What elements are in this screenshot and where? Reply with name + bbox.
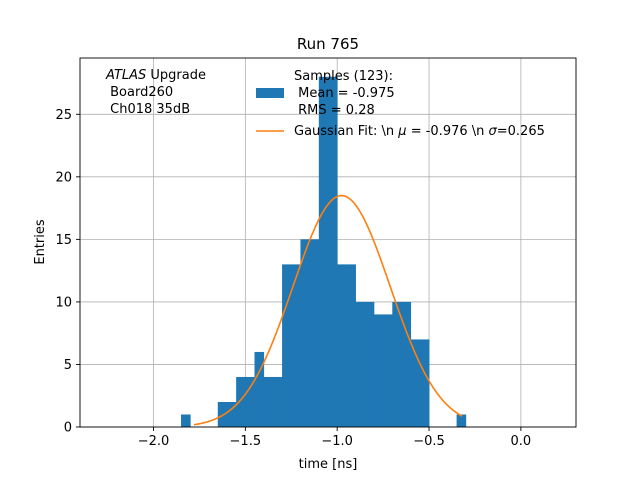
legend-fit-mu-value: = -0.976 \n — [407, 124, 489, 139]
y-tick-label-5: 25 — [55, 108, 72, 123]
histogram-bar-20 — [364, 301, 375, 427]
atlas-annotation: ATLAS Upgrade Board260 Ch018 35dB — [105, 68, 206, 117]
x-axis-ticks: −2.0 −1.5 −1.0 −0.5 0.0 — [138, 427, 532, 449]
annotation-line-2: Board260 — [106, 85, 173, 100]
histogram-bar-8 — [254, 351, 265, 427]
histogram-bar-6 — [236, 376, 246, 427]
histogram-bar-12 — [291, 264, 301, 427]
histogram-bar-30 — [456, 414, 467, 427]
x-tick-label-0: −2.0 — [138, 434, 170, 449]
histogram-bar-22 — [383, 314, 393, 427]
x-tick-label-3: −0.5 — [413, 434, 445, 449]
legend-hist-line-3: RMS = 0.28 — [294, 103, 375, 118]
legend: Samples (123): Mean = -0.975 RMS = 0.28 … — [256, 69, 545, 139]
histogram-bar-10 — [272, 376, 283, 427]
legend-fit-prefix: Gaussian Fit: \n — [294, 124, 398, 139]
histogram-bar-0 — [181, 414, 191, 427]
x-tick-label-2: −1.0 — [321, 434, 353, 449]
annotation-italic: ATLAS — [105, 68, 146, 83]
legend-fit-text: Gaussian Fit: \n μ = -0.976 \n σ=0.265 — [294, 124, 545, 139]
y-tick-label-1: 5 — [64, 358, 72, 373]
y-axis-ticks: 0 5 10 15 20 25 — [55, 108, 80, 436]
histogram-bar-9 — [263, 376, 274, 427]
histogram-bar-25 — [410, 339, 421, 427]
histogram-bar-11 — [282, 264, 292, 427]
annotation-line-3: Ch018 35dB — [106, 102, 190, 117]
x-tick-label-4: 0.0 — [511, 434, 532, 449]
histogram-bar-14 — [309, 239, 320, 427]
y-tick-label-2: 10 — [55, 295, 72, 310]
histogram-bar-26 — [419, 339, 430, 427]
histogram-bar-15 — [318, 76, 329, 428]
legend-swatch-histogram — [256, 88, 284, 98]
histogram-bar-23 — [392, 301, 402, 427]
histogram-bars — [181, 76, 467, 428]
y-tick-label-3: 15 — [55, 233, 72, 248]
annotation-line-1: ATLAS Upgrade — [105, 68, 206, 83]
histogram-bar-21 — [373, 314, 384, 427]
legend-hist-line-2: Mean = -0.975 — [294, 86, 395, 101]
legend-fit-mu: μ — [397, 124, 406, 139]
y-tick-label-0: 0 — [64, 421, 72, 436]
plot-frame — [79, 57, 577, 428]
x-axis-label: time [ns] — [299, 457, 358, 472]
histogram-bar-24 — [401, 301, 412, 427]
histogram-bar-19 — [355, 301, 366, 427]
histogram-bar-13 — [300, 239, 311, 427]
histogram-bar-18 — [346, 264, 356, 427]
x-tick-label-1: −1.5 — [230, 434, 262, 449]
annotation-rest: Upgrade — [146, 68, 206, 83]
y-axis-label: Entries — [33, 219, 48, 265]
gaussian-fit-curve — [193, 194, 463, 426]
chart-title: Run 765 — [297, 35, 359, 53]
y-tick-label-4: 20 — [55, 170, 72, 185]
legend-fit-sigma: σ — [489, 124, 498, 139]
histogram-bar-5 — [226, 401, 237, 427]
histogram-bar-17 — [337, 264, 347, 427]
legend-fit-sigma-value: =0.265 — [497, 124, 545, 139]
legend-hist-line-1: Samples (123): — [294, 69, 393, 84]
histogram-bar-16 — [328, 76, 338, 428]
histogram-bar-7 — [245, 376, 255, 427]
